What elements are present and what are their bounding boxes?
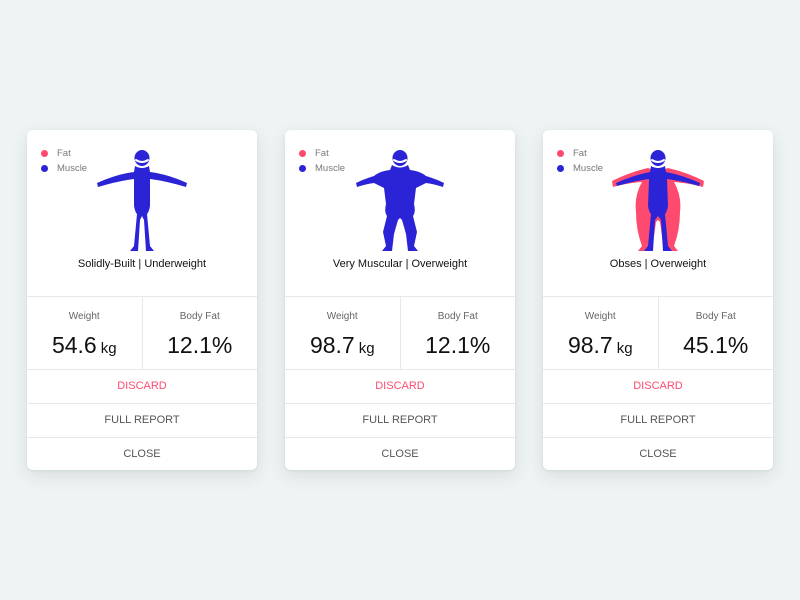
close-button[interactable]: CLOSE [381, 448, 419, 460]
legend-label-muscle: Muscle [57, 163, 88, 174]
fat-dot-icon [557, 150, 564, 157]
weight-value-group: 54.6 kg [27, 332, 142, 359]
weight-unit: kg [358, 340, 375, 357]
body-composition-card-obese: Fat Muscle Obses | Overweight Weight 98.… [543, 130, 773, 470]
close-button[interactable]: CLOSE [123, 448, 161, 460]
muscle-dot-icon [557, 165, 564, 172]
body-fat-label: Body Fat [437, 311, 478, 322]
legend: Fat Muscle [299, 146, 345, 176]
discard-button[interactable]: DISCARD [543, 370, 773, 404]
body-fat-label: Body Fat [179, 311, 220, 322]
body-figure-panel: Fat Muscle Solidly-Built | Underweight [27, 130, 257, 297]
legend-label-fat: Fat [57, 148, 71, 159]
legend: Fat Muscle [41, 146, 87, 176]
body-type-label: Solidly-Built | Underweight [77, 258, 207, 270]
body-figure-panel: Fat Muscle Obses | Overweight [543, 130, 773, 297]
close-button[interactable]: CLOSE [639, 448, 677, 460]
legend-label-fat: Fat [315, 148, 329, 159]
body-fat-stat: Body Fat 45.1% [657, 297, 774, 369]
legend-item-muscle: Muscle [41, 161, 87, 176]
body-fat-value: 12.1% [425, 332, 491, 358]
legend-label-muscle: Muscle [315, 163, 346, 174]
body-type-label: Very Muscular | Overweight [332, 258, 468, 270]
weight-value: 54.6 [51, 332, 97, 358]
weight-value-group: 98.7 kg [285, 332, 400, 359]
muscle-dot-icon [299, 165, 306, 172]
weight-stat: Weight 98.7 kg [285, 297, 400, 369]
obese-figure-icon [612, 150, 704, 251]
weight-stat: Weight 98.7 kg [543, 297, 658, 369]
legend-label-fat: Fat [573, 148, 587, 159]
body-fat-stat: Body Fat 12.1% [399, 297, 516, 369]
fat-dot-icon [41, 150, 48, 157]
weight-unit: kg [100, 340, 117, 357]
weight-unit: kg [616, 340, 633, 357]
weight-value: 98.7 [309, 332, 355, 358]
very-muscular-figure-icon [356, 150, 444, 251]
discard-button[interactable]: DISCARD [285, 370, 515, 404]
weight-label: Weight [68, 311, 100, 322]
stats-row: Weight 54.6 kg Body Fat 12.1% [27, 297, 257, 370]
fat-dot-icon [299, 150, 306, 157]
body-fat-value: 45.1% [683, 332, 749, 358]
weight-stat: Weight 54.6 kg [27, 297, 142, 369]
weight-value: 98.7 [567, 332, 613, 358]
body-fat-label: Body Fat [695, 311, 736, 322]
legend-item-muscle: Muscle [299, 161, 345, 176]
discard-button[interactable]: DISCARD [27, 370, 257, 404]
legend-item-fat: Fat [299, 146, 345, 161]
full-report-button[interactable]: FULL REPORT [285, 404, 515, 438]
body-composition-card-very-muscular: Fat Muscle Very Muscular | Overweight We… [285, 130, 515, 470]
solidly-built-figure-icon [97, 150, 187, 251]
legend-label-muscle: Muscle [573, 163, 604, 174]
full-report-button[interactable]: FULL REPORT [543, 404, 773, 438]
weight-value-group: 98.7 kg [543, 332, 658, 359]
body-type-label: Obses | Overweight [609, 258, 707, 270]
weight-label: Weight [326, 311, 358, 322]
legend: Fat Muscle [557, 146, 603, 176]
legend-item-muscle: Muscle [557, 161, 603, 176]
full-report-button[interactable]: FULL REPORT [27, 404, 257, 438]
body-fat-stat: Body Fat 12.1% [141, 297, 258, 369]
body-fat-value: 12.1% [167, 332, 233, 358]
legend-item-fat: Fat [557, 146, 603, 161]
body-composition-card-solidly-built: Fat Muscle Solidly-Built | Underweight W… [27, 130, 257, 470]
body-figure-panel: Fat Muscle Very Muscular | Overweight [285, 130, 515, 297]
muscle-dot-icon [41, 165, 48, 172]
legend-item-fat: Fat [41, 146, 87, 161]
stats-row: Weight 98.7 kg Body Fat 45.1% [543, 297, 773, 370]
stats-row: Weight 98.7 kg Body Fat 12.1% [285, 297, 515, 370]
weight-label: Weight [584, 311, 616, 322]
